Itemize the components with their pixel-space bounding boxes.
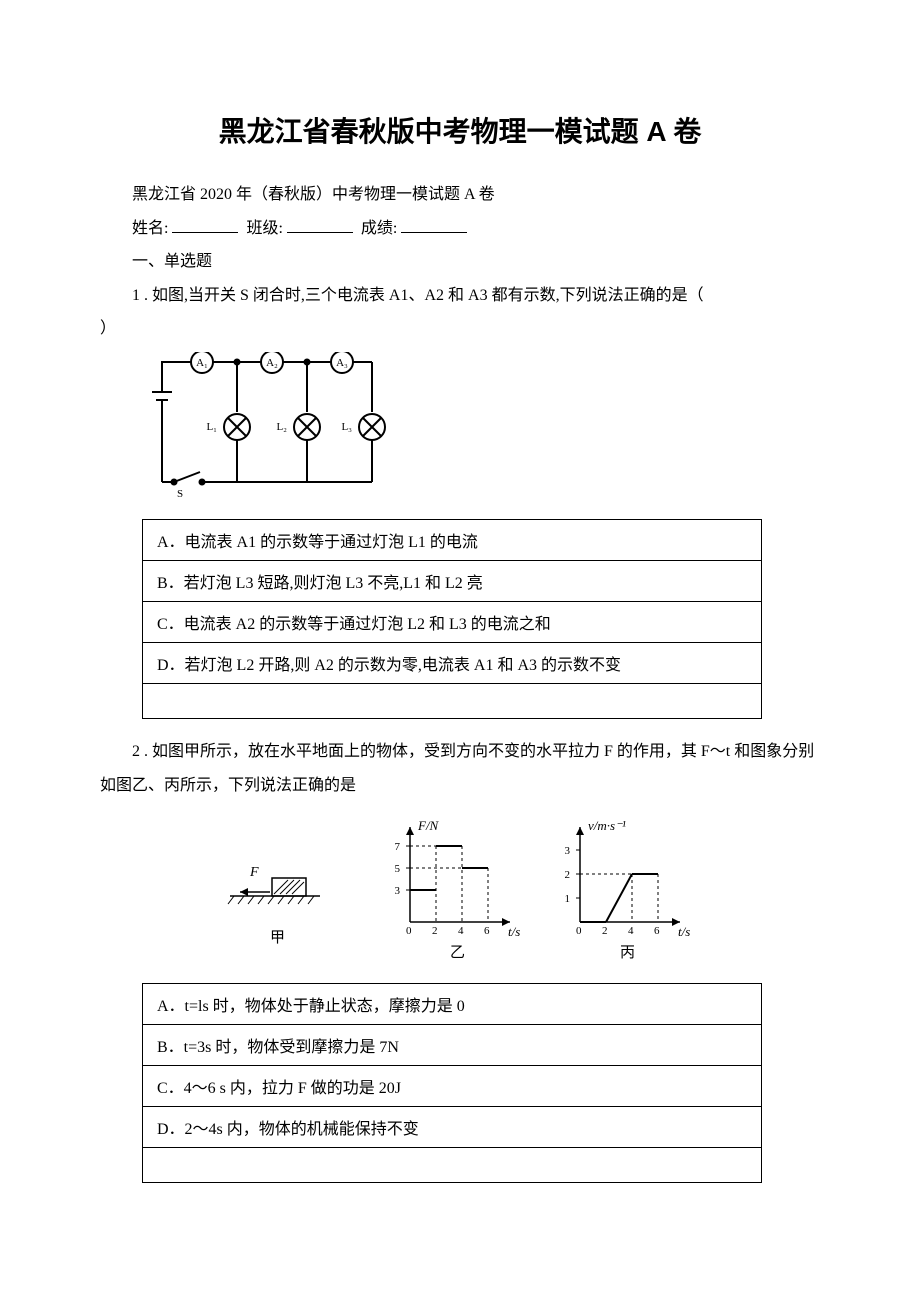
svg-text:3: 3 (395, 885, 401, 897)
svg-text:4: 4 (628, 925, 634, 937)
s-label: S (177, 488, 183, 500)
a2-label: A₂ (266, 357, 278, 369)
q2-option-c: C．4～6 s 内，拉力 F 做的功是 20J (143, 1066, 762, 1107)
a1-label: A₁ (196, 357, 208, 369)
class-blank[interactable] (287, 217, 353, 233)
q2-option-a: A．t=ls 时，物体处于静止状态，摩擦力是 0 (143, 984, 762, 1025)
bing-label: 丙 (620, 945, 635, 961)
v-axis-label: v/m·s⁻¹ (588, 818, 626, 833)
q1-stem-b: ） (100, 312, 820, 346)
q1-option-empty (143, 683, 762, 718)
graph-jia: F 甲 (228, 865, 320, 946)
l3-label: L₃ (341, 421, 352, 433)
jia-label: 甲 (270, 930, 285, 946)
q2-option-b: B．t=3s 时，物体受到摩擦力是 7N (143, 1025, 762, 1066)
yi-label: 乙 (450, 945, 465, 961)
q1-option-a: A．电流表 A1 的示数等于通过灯泡 L1 的电流 (143, 519, 762, 560)
subtitle: 黑龙江省 2020 年（春秋版）中考物理一模试题 A 卷 (100, 178, 820, 212)
q1-circuit-diagram: A₁ A₂ A₃ L₁ L₂ L₃ S (142, 352, 392, 502)
q2-graphs: F 甲 F/N t/s 0 2 4 6 3 5 7 (100, 812, 820, 977)
score-label: 成绩: (361, 220, 397, 237)
page-title: 黑龙江省春秋版中考物理一模试题 A 卷 (100, 110, 820, 150)
svg-text:6: 6 (654, 925, 660, 937)
t-axis-label-yi: t/s (508, 924, 520, 939)
q2-option-d: D．2～4s 内，物体的机械能保持不变 (143, 1107, 762, 1148)
q2-option-empty (143, 1148, 762, 1183)
class-label: 班级: (246, 220, 282, 237)
svg-text:3: 3 (565, 845, 571, 857)
q1-options-table: A．电流表 A1 的示数等于通过灯泡 L1 的电流 B．若灯泡 L3 短路,则灯… (142, 519, 762, 719)
name-blank[interactable] (172, 217, 238, 233)
t-axis-label-bing: t/s (678, 924, 690, 939)
name-label: 姓名: (132, 220, 168, 237)
q1-option-d: D．若灯泡 L2 开路,则 A2 的示数为零,电流表 A1 和 A3 的示数不变 (143, 642, 762, 683)
form-row: 姓名: 班级: 成绩: (100, 212, 820, 246)
graph-bing: v/m·s⁻¹ t/s 0 2 4 6 1 2 3 (565, 818, 691, 961)
q1-stem-a: 1 . 如图,当开关 S 闭合时,三个电流表 A1、A2 和 A3 都有示数,下… (100, 279, 820, 313)
svg-text:0: 0 (406, 925, 412, 937)
q1-option-c: C．电流表 A2 的示数等于通过灯泡 L2 和 L3 的电流之和 (143, 601, 762, 642)
svg-text:0: 0 (576, 925, 582, 937)
svg-text:2: 2 (602, 925, 608, 937)
l2-label: L₂ (276, 421, 287, 433)
l1-label: L₁ (206, 421, 217, 433)
svg-text:5: 5 (395, 863, 401, 875)
q2-stem: 2 . 如图甲所示，放在水平地面上的物体，受到方向不变的水平拉力 F 的作用，其… (100, 735, 820, 802)
svg-text:7: 7 (395, 841, 401, 853)
svg-text:2: 2 (432, 925, 438, 937)
svg-text:4: 4 (458, 925, 464, 937)
q1-option-b: B．若灯泡 L3 短路,则灯泡 L3 不亮,L1 和 L2 亮 (143, 560, 762, 601)
svg-text:6: 6 (484, 925, 490, 937)
svg-text:1: 1 (565, 893, 571, 905)
graph-yi: F/N t/s 0 2 4 6 3 5 7 (395, 818, 521, 961)
svg-text:2: 2 (565, 869, 571, 881)
f-axis-label: F/N (417, 818, 440, 833)
score-blank[interactable] (401, 217, 467, 233)
q2-options-table: A．t=ls 时，物体处于静止状态，摩擦力是 0 B．t=3s 时，物体受到摩擦… (142, 983, 762, 1183)
a3-label: A₃ (336, 357, 348, 369)
f-arrow-label: F (249, 865, 259, 880)
section-heading: 一、单选题 (100, 245, 820, 279)
